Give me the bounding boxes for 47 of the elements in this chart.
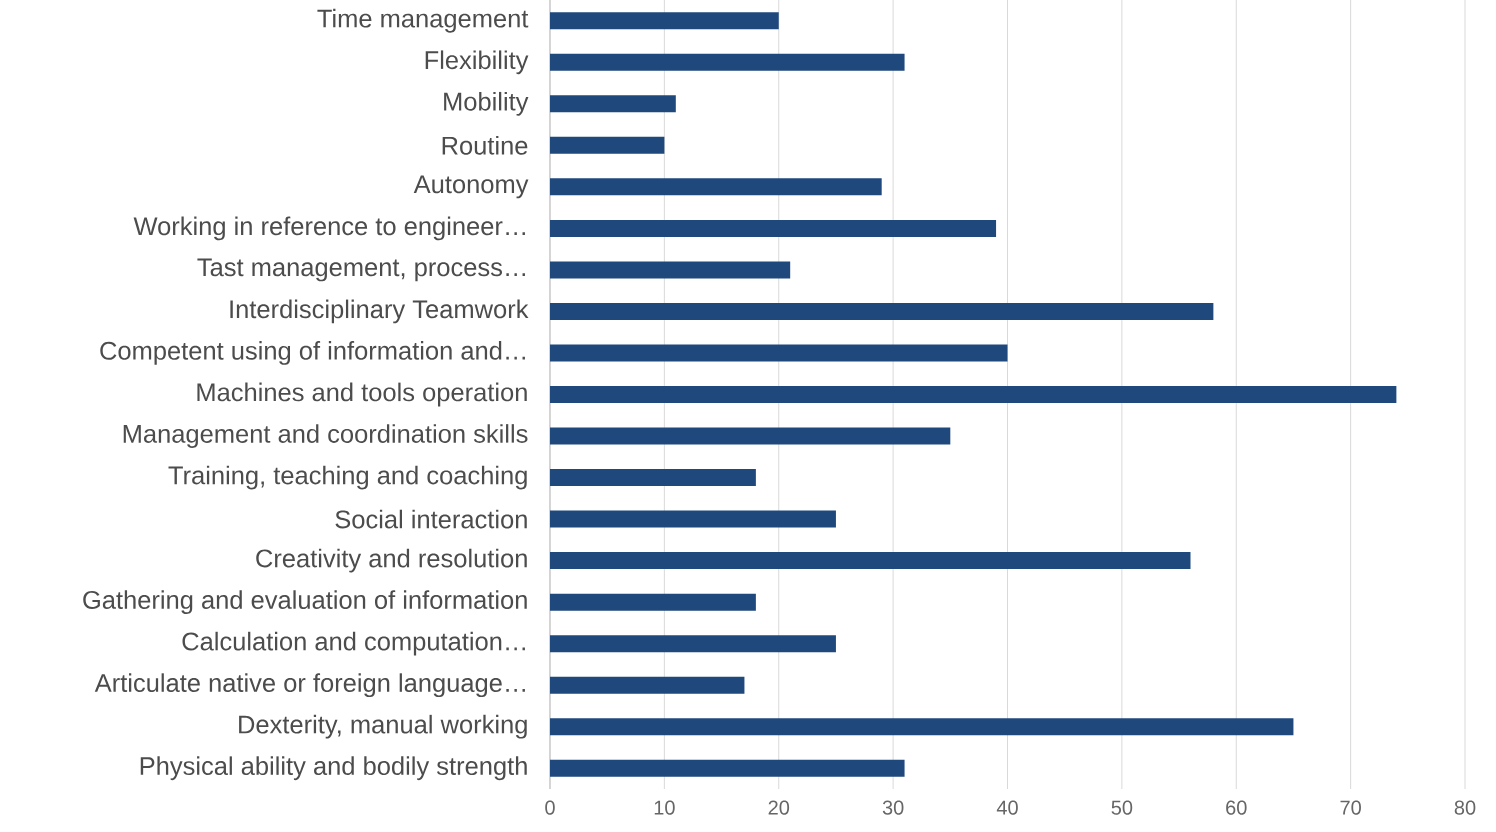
bar [550,593,756,611]
bar [550,510,836,528]
bar [550,219,997,237]
y-tick-label: Working in reference to engineer… [133,216,525,241]
y-tick-label: Dexterity, manual working [239,714,527,739]
bar [550,302,1214,320]
y-tick-label: Articulate native or foreign language… [94,673,525,698]
bar [550,759,905,777]
bar [550,469,756,487]
y-tick-label: Social interaction [335,509,527,529]
y-tick-label: Autonomy [413,175,529,199]
bar [550,136,665,154]
x-tick-label: 60 [1226,800,1247,815]
bar [550,635,836,653]
y-tick-label: Calculation and computation… [182,631,525,656]
y-tick-label: Creativity and resolution [256,548,527,573]
y-tick-label: Interdisciplinary Teamwork [230,299,529,324]
x-tick-label: 10 [654,800,675,815]
bar [550,95,676,113]
y-tick-label: Time management [317,8,529,33]
x-tick-label: 50 [1111,800,1133,815]
x-tick-label: 20 [768,800,790,815]
bar [550,718,1294,736]
y-tick-label: Flexibility [425,50,529,75]
x-tick-label: 80 [1454,800,1476,815]
y-tick-label: Routine [442,135,528,155]
y-tick-label: Machines and tools operation [197,382,527,407]
bar [550,12,779,30]
x-tick-label: 0 [545,800,555,815]
bar [550,261,791,279]
bar [550,178,882,196]
x-tick-label: 40 [996,800,1018,815]
x-tick-label: 30 [882,800,904,815]
y-tick-label: Training, teaching and coaching [168,465,527,490]
y-tick-label: Physical ability and bodily strength [140,756,527,781]
bar [550,386,1397,403]
y-tick-label: Competent using of information and… [100,341,525,365]
y-tick-label: Mobility [444,91,529,116]
bar [550,53,905,71]
bar [550,552,1191,570]
bar [550,676,745,694]
y-tick-label: Gathering and evaluation of information [83,590,527,615]
y-tick-label: Management and coordination skills [123,424,528,448]
x-tick-label: 70 [1340,800,1361,815]
bar [550,344,1008,362]
bar [550,427,951,445]
y-tick-label: Tast management, process… [197,258,525,282]
